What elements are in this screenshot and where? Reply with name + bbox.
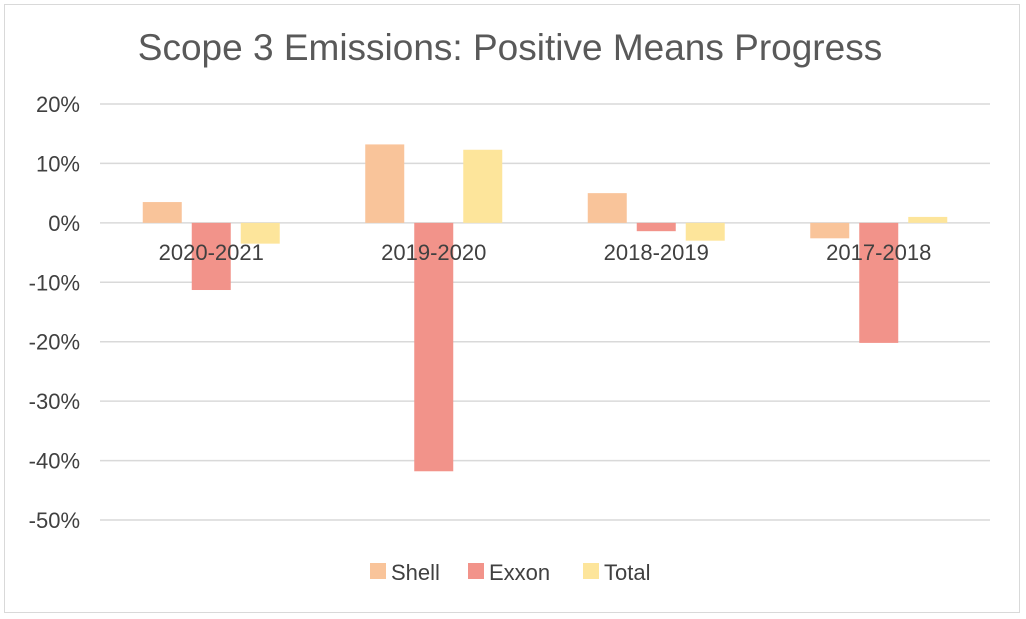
bar-shell-2019-2020 <box>365 144 405 223</box>
y-tick-label: 20% <box>36 92 80 117</box>
y-tick-label: -40% <box>29 449 80 474</box>
chart-title: Scope 3 Emissions: Positive Means Progre… <box>138 27 882 68</box>
category-label: 2017-2018 <box>826 240 931 265</box>
bar-exxon-2017-2018 <box>859 222 899 343</box>
legend-label-total: Total <box>604 560 650 585</box>
bar-exxon-2020-2021 <box>191 222 231 291</box>
bar-shell-2017-2018 <box>810 222 850 239</box>
bar-shell-2018-2019 <box>587 193 627 223</box>
category-label: 2019-2020 <box>381 240 486 265</box>
y-tick-label: -20% <box>29 330 80 355</box>
category-label: 2020-2021 <box>159 240 264 265</box>
bar-total-2017-2018 <box>908 216 948 223</box>
legend-label-exxon: Exxon <box>489 560 550 585</box>
chart-frame <box>4 4 1020 613</box>
legend-swatch-shell <box>370 563 386 579</box>
gridlines <box>100 103 990 521</box>
legend-label-shell: Shell <box>391 560 440 585</box>
y-tick-label: 0% <box>48 211 80 236</box>
bar-total-2019-2020 <box>463 149 503 223</box>
bar-exxon-2018-2019 <box>636 222 676 232</box>
y-tick-label: -30% <box>29 389 80 414</box>
y-tick-label: 10% <box>36 151 80 176</box>
bar-total-2020-2021 <box>240 222 280 244</box>
bars <box>142 144 948 472</box>
y-axis-tick-labels: 20% 10% 0% -10% -20% -30% -40% -50% <box>29 92 80 533</box>
legend-swatch-total <box>583 563 599 579</box>
category-labels: 2020-2021 2019-2020 2018-2019 2017-2018 <box>159 240 932 265</box>
category-label: 2018-2019 <box>604 240 709 265</box>
legend-swatch-exxon <box>468 563 484 579</box>
legend: Shell Exxon Total <box>370 560 650 585</box>
bar-exxon-2019-2020 <box>414 222 454 472</box>
bar-total-2018-2019 <box>685 222 725 241</box>
y-tick-label: -50% <box>29 508 80 533</box>
bar-shell-2020-2021 <box>142 202 182 223</box>
y-tick-label: -10% <box>29 270 80 295</box>
